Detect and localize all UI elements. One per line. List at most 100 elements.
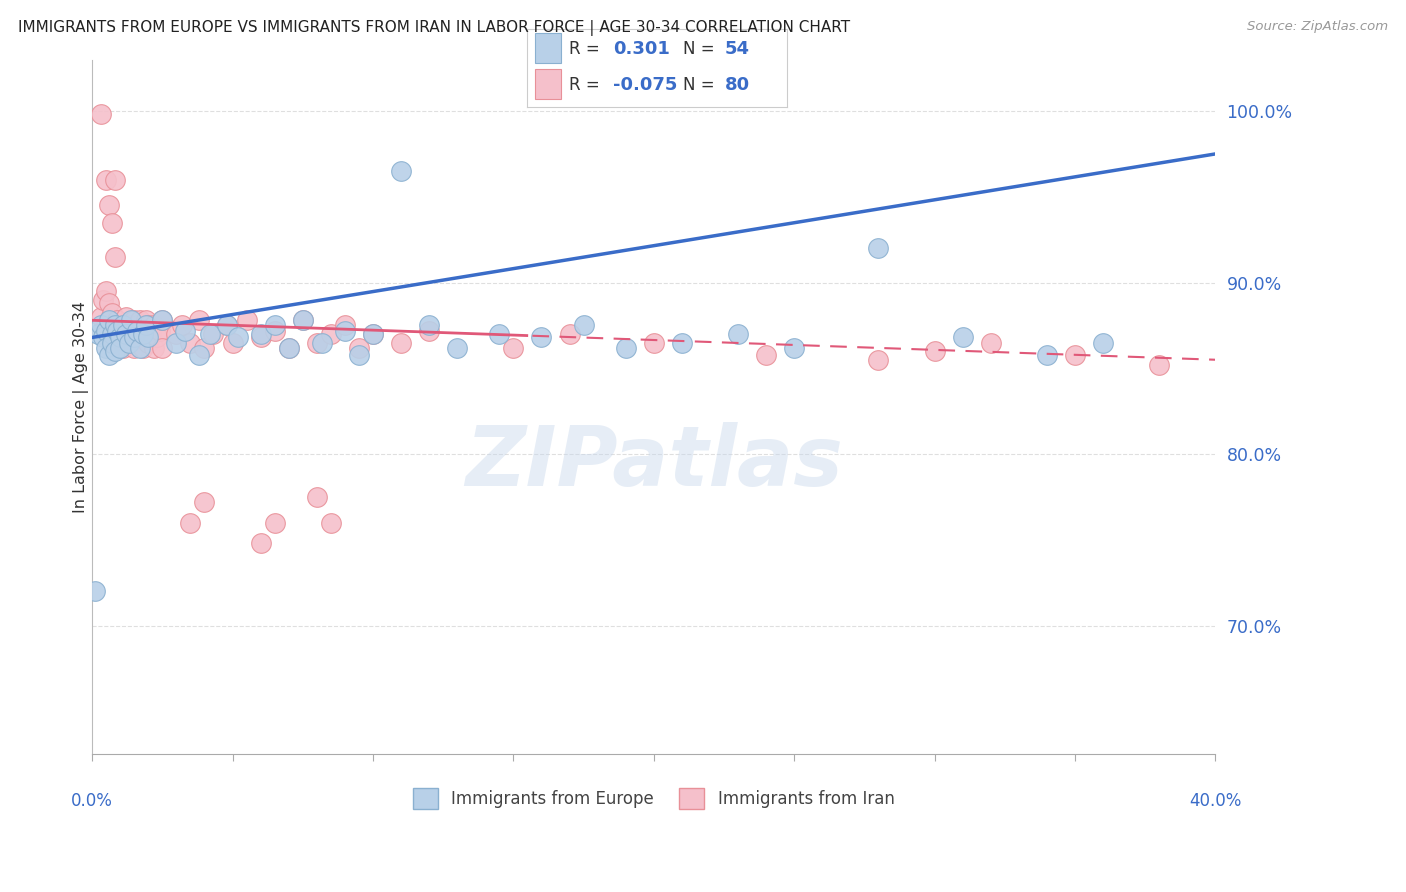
Point <box>104 250 127 264</box>
Point <box>127 318 149 333</box>
Point <box>142 318 165 333</box>
Point <box>124 341 146 355</box>
Point <box>389 335 412 350</box>
Point <box>110 335 132 350</box>
Point <box>98 198 121 212</box>
Point <box>277 341 299 355</box>
Point <box>96 172 118 186</box>
Point <box>127 324 149 338</box>
Point <box>952 330 974 344</box>
Text: ZIPatlas: ZIPatlas <box>465 422 842 503</box>
Point <box>347 341 370 355</box>
Point <box>235 313 257 327</box>
Point <box>101 306 124 320</box>
Point <box>277 341 299 355</box>
Point <box>135 326 157 341</box>
Point <box>361 326 384 341</box>
Point <box>93 293 115 307</box>
Point <box>129 313 152 327</box>
Point <box>115 326 138 341</box>
Point <box>121 326 143 341</box>
Point <box>187 313 209 327</box>
Point <box>101 326 124 341</box>
Point <box>446 341 468 355</box>
Point <box>132 324 155 338</box>
Point <box>361 326 384 341</box>
Text: IMMIGRANTS FROM EUROPE VS IMMIGRANTS FROM IRAN IN LABOR FORCE | AGE 30-34 CORREL: IMMIGRANTS FROM EUROPE VS IMMIGRANTS FRO… <box>18 20 851 36</box>
Point <box>96 284 118 298</box>
Point <box>727 326 749 341</box>
Point <box>291 313 314 327</box>
Point <box>319 326 342 341</box>
Point <box>135 318 157 333</box>
Point <box>263 324 285 338</box>
Point <box>90 107 112 121</box>
Text: Source: ZipAtlas.com: Source: ZipAtlas.com <box>1247 20 1388 33</box>
Point <box>1092 335 1115 350</box>
Point <box>129 330 152 344</box>
Text: 40.0%: 40.0% <box>1189 792 1241 811</box>
Point <box>101 215 124 229</box>
Point <box>193 341 215 355</box>
Point <box>138 330 160 344</box>
Point <box>333 324 356 338</box>
Text: R =: R = <box>569 76 605 94</box>
Point <box>389 164 412 178</box>
Point <box>104 318 127 333</box>
Text: N =: N = <box>683 40 720 58</box>
Point <box>112 341 135 355</box>
Point <box>150 313 173 327</box>
Point <box>124 330 146 344</box>
Point <box>319 516 342 530</box>
Point <box>165 326 187 341</box>
Text: 0.0%: 0.0% <box>72 792 112 811</box>
Point <box>129 341 152 355</box>
Point <box>980 335 1002 350</box>
Point <box>115 330 138 344</box>
Point <box>614 341 637 355</box>
Point <box>311 335 333 350</box>
Point <box>98 296 121 310</box>
Point <box>226 330 249 344</box>
Point <box>783 341 806 355</box>
Point <box>98 348 121 362</box>
Y-axis label: In Labor Force | Age 30-34: In Labor Force | Age 30-34 <box>73 301 89 513</box>
Point <box>90 310 112 324</box>
Point <box>110 341 132 355</box>
Bar <box>536 70 561 99</box>
Point <box>118 335 141 350</box>
Point <box>1036 348 1059 362</box>
Text: R =: R = <box>569 40 605 58</box>
Point <box>104 335 127 350</box>
Point <box>249 330 271 344</box>
Point <box>333 318 356 333</box>
Point <box>1147 358 1170 372</box>
Point <box>96 324 118 338</box>
Bar <box>536 33 561 63</box>
Point <box>215 318 238 333</box>
Text: N =: N = <box>683 76 720 94</box>
Point <box>98 313 121 327</box>
Point <box>530 330 553 344</box>
Point <box>347 348 370 362</box>
Point <box>101 326 124 341</box>
Point <box>418 318 440 333</box>
Point <box>138 335 160 350</box>
Text: -0.075: -0.075 <box>613 76 678 94</box>
Point <box>150 313 173 327</box>
Point <box>150 341 173 355</box>
Point <box>755 348 778 362</box>
Point <box>93 330 115 344</box>
Point <box>868 241 890 255</box>
Point <box>142 341 165 355</box>
Point <box>96 318 118 333</box>
Point <box>179 335 201 350</box>
Point <box>132 326 155 341</box>
Point <box>115 310 138 324</box>
Point <box>165 335 187 350</box>
Point <box>643 335 665 350</box>
Point <box>173 324 195 338</box>
Point <box>112 324 135 338</box>
Point <box>107 313 129 327</box>
Point <box>305 490 328 504</box>
